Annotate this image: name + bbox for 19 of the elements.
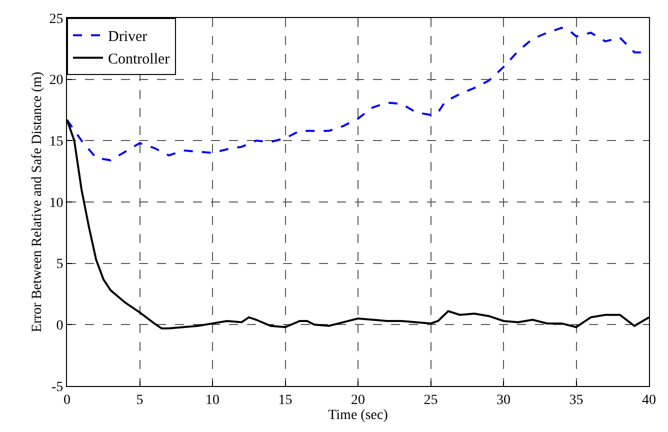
x-tick-label: 35 <box>569 392 584 408</box>
y-tick-label: 25 <box>49 12 64 27</box>
x-tick-label: 10 <box>206 392 220 408</box>
x-tick-label: 30 <box>496 392 510 408</box>
y-tick-label: 5 <box>56 257 64 272</box>
y-tick-label: 0 <box>56 318 64 334</box>
x-tick-label: 20 <box>351 392 365 408</box>
y-tick-label: 10 <box>49 196 64 211</box>
x-tick-label: 40 <box>642 392 656 408</box>
x-tick-label: 5 <box>136 392 144 408</box>
x-tick-label: 15 <box>278 392 292 408</box>
y-tick-label: 15 <box>49 134 64 150</box>
y-tick-label: -5 <box>52 380 64 395</box>
legend-label: Driver <box>108 29 148 46</box>
y-tick-label: 20 <box>49 73 64 88</box>
legend-label: Controller <box>108 52 170 68</box>
x-axis-title: Time (sec) <box>328 408 388 424</box>
x-tick-label: 25 <box>424 392 438 408</box>
y-axis-title: Error Between Relative and Safe Distance (m) <box>30 71 45 332</box>
